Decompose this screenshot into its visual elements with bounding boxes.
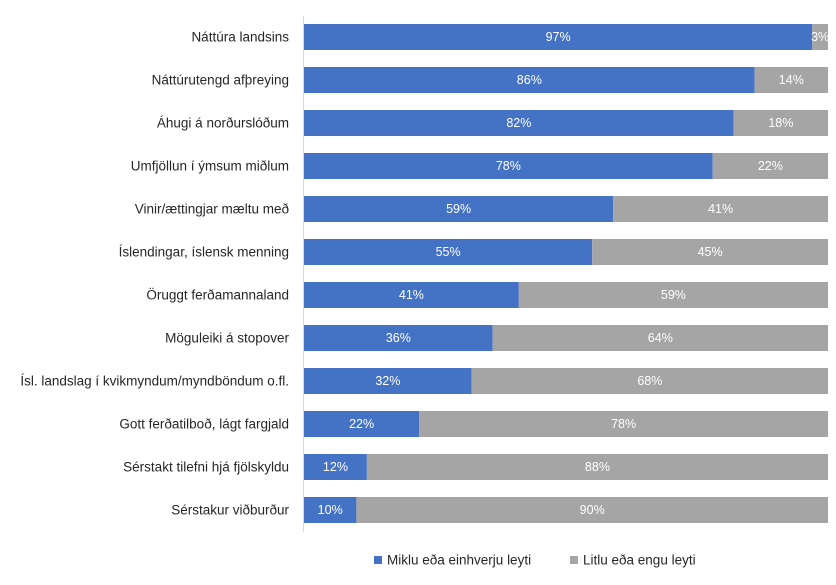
data-label: 90% [580,503,605,517]
data-label: 86% [517,73,542,87]
category-label: Áhugi á norðurslóðum [157,116,289,131]
bar-segment-litlu [712,153,828,179]
category-label: Vinir/ættingjar mæltu með [135,202,289,217]
category-label: Möguleiki á stopover [165,331,289,346]
bar-segment-miklu [304,153,713,179]
category-label: Íslendingar, íslensk menning [119,245,289,260]
bar-segment-miklu [304,411,420,437]
category-label: Ísl. landslag í kvikmyndum/myndböndum o.… [20,374,289,389]
bar-segment-litlu [366,454,828,480]
data-label: 32% [375,374,400,388]
category-label: Gott ferðatilboð, lágt fargjald [119,417,289,432]
data-label: 22% [349,417,374,431]
bar-segment-litlu [419,411,828,437]
data-label: 41% [708,202,733,216]
bar-segment-miklu [304,110,734,136]
legend: Miklu eða einhverju leyti Litlu eða engu … [374,553,696,568]
bar-segment-litlu [492,325,828,351]
legend-swatch-miklu [374,556,382,564]
data-label: 55% [436,245,461,259]
bar-segment-miklu [304,239,593,265]
bar-segment-miklu [304,325,493,351]
bar-segment-litlu [613,196,828,222]
bar-segment-miklu [304,67,755,93]
bar-segment-litlu [733,110,828,136]
bar-segment-miklu [304,282,519,308]
data-label: 3% [811,30,829,44]
bar-segment-litlu [356,497,828,523]
category-label: Sérstakt tilefni hjá fjölskyldu [123,460,289,475]
bar-segment-miklu [304,196,614,222]
data-label: 10% [318,503,343,517]
legend-label: Miklu eða einhverju leyti [387,553,531,568]
data-label: 45% [698,245,723,259]
data-label: 59% [446,202,471,216]
bar-segment-litlu [592,239,828,265]
bars: 97% 3% 86% 14% 82% 18% 78% 22% 59% 41% 55% 45% 41% 59… [304,24,829,523]
data-label: 78% [496,159,521,173]
data-label: 88% [585,460,610,474]
bar-segment-miklu [304,368,472,394]
category-label: Umfjöllun í ýmsum miðlum [131,159,289,174]
legend-swatch-litlu [570,556,578,564]
bar-segment-miklu [304,454,367,480]
data-label: 14% [779,73,804,87]
bar-segment-litlu [471,368,828,394]
data-label: 18% [768,116,793,130]
category-label: Náttúrutengd afþreying [152,73,289,88]
bar-segment-litlu [754,67,828,93]
data-label: 78% [611,417,636,431]
bar-segment-litlu [812,24,828,50]
data-label: 22% [758,159,783,173]
category-label: Öruggt ferðamannaland [146,288,289,303]
data-label: 64% [648,331,673,345]
bar-segment-miklu [304,497,357,523]
category-label: Náttúra landsins [191,30,289,45]
legend-label: Litlu eða engu leyti [583,553,696,568]
data-label: 68% [637,374,662,388]
bar-segment-litlu [518,282,828,308]
data-label: 41% [399,288,424,302]
bar-segment-miklu [304,24,813,50]
data-label: 97% [546,30,571,44]
data-label: 36% [386,331,411,345]
category-label: Sérstakur viðburður [171,503,289,518]
data-label: 59% [661,288,686,302]
data-label: 12% [323,460,348,474]
category-labels: Náttúra landsins Náttúrutengd afþreying Áh… [20,30,289,518]
data-label: 82% [506,116,531,130]
